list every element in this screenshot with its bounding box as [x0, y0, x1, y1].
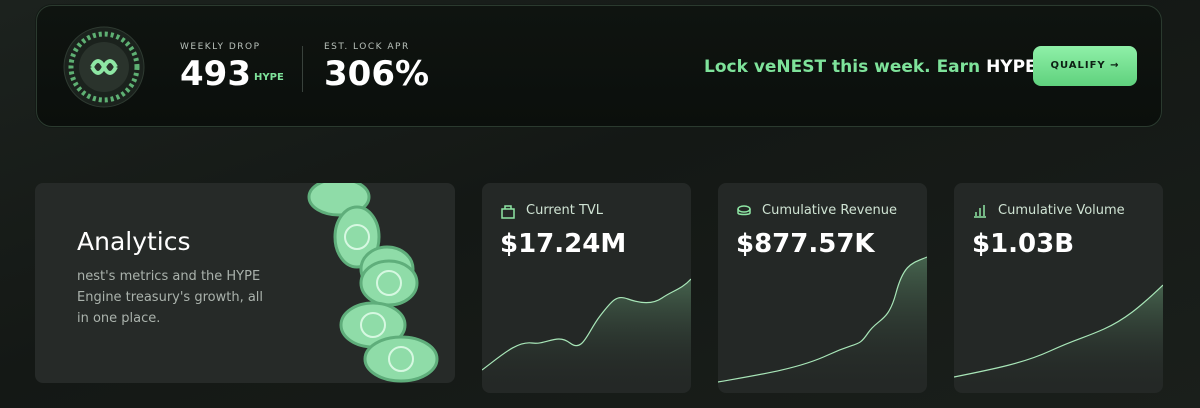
logo — [63, 26, 145, 108]
divider — [302, 46, 303, 92]
coins-illustration — [307, 183, 439, 383]
promo-lead: Lock veNEST this week. Earn — [704, 57, 987, 77]
sparkline — [954, 284, 1163, 393]
analytics-description: nest's metrics and the HYPE Engine treas… — [77, 269, 264, 326]
weekly-drop-value: 493 — [180, 54, 251, 94]
card-label: Current TVL — [526, 203, 604, 218]
lock-icon — [501, 205, 515, 219]
card-label: Cumulative Revenue — [762, 203, 897, 218]
promo-text: Lock veNEST this week. Earn HYPE. — [704, 57, 1043, 77]
sparkline — [482, 278, 691, 393]
volume-card: Cumulative Volume $1.03B — [954, 183, 1163, 393]
revenue-card: Cumulative Revenue $877.57K — [718, 183, 927, 393]
qualify-label[interactable]: QUALIFY — [1050, 60, 1106, 71]
apr-value: 306% — [324, 54, 430, 94]
analytics-card: Analytics nest's metrics and the HYPE En… — [35, 183, 455, 383]
card-value: $1.03B — [972, 229, 1075, 259]
promo-highlight: HYPE. — [986, 57, 1044, 77]
sparkline — [718, 256, 927, 393]
tvl-card: Current TVL $17.24M — [482, 183, 691, 393]
qualify-button[interactable]: QUALIFY → — [1033, 46, 1137, 86]
promo-banner: WEEKLY DROP 493 HYPE EST. LOCK APR 306% … — [36, 5, 1162, 127]
apr-label: EST. LOCK APR — [324, 42, 410, 52]
analytics-title: Analytics — [77, 227, 191, 256]
chart-icon — [974, 205, 986, 218]
weekly-drop-unit: HYPE — [254, 72, 284, 83]
card-value: $17.24M — [500, 229, 627, 259]
card-label: Cumulative Volume — [998, 203, 1125, 218]
card-value: $877.57K — [736, 229, 875, 259]
coins-icon — [737, 205, 751, 216]
weekly-drop-label: WEEKLY DROP — [180, 42, 261, 52]
